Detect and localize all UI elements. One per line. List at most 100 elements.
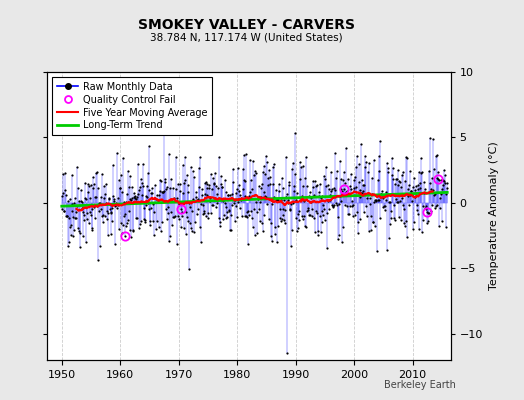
Point (240, 151, 248, 158)
Point (233, 186, 242, 192)
Point (442, 191, 450, 197)
Point (429, 192, 438, 198)
Point (88, 225, 96, 232)
Point (139, 160, 147, 167)
Point (285, 182, 293, 188)
Point (197, 201, 205, 208)
Point (440, 178, 448, 184)
Point (69, 232, 77, 239)
Point (359, 209, 368, 215)
Point (304, 212, 313, 219)
Point (395, 214, 403, 220)
Point (158, 219, 166, 226)
Point (269, 180, 277, 187)
Point (93, 202, 101, 209)
Point (386, 199, 394, 206)
Point (386, 221, 395, 227)
Point (253, 229, 261, 236)
Point (64, 239, 73, 245)
Point (332, 168, 341, 174)
Point (195, 224, 204, 230)
Point (272, 196, 281, 202)
Point (415, 169, 423, 175)
Point (436, 191, 445, 197)
Point (130, 195, 139, 202)
Point (374, 177, 382, 184)
Point (209, 174, 217, 181)
Point (116, 220, 125, 226)
Point (411, 190, 420, 196)
Point (231, 197, 239, 204)
Point (64, 243, 72, 249)
Point (336, 186, 345, 192)
Point (238, 196, 246, 202)
Point (377, 191, 386, 198)
Point (309, 178, 317, 184)
Point (400, 206, 408, 212)
Point (203, 181, 211, 187)
Point (221, 214, 230, 221)
Point (302, 154, 310, 161)
Point (219, 216, 227, 222)
Point (353, 218, 362, 225)
Point (179, 225, 188, 232)
Point (195, 165, 203, 171)
Point (423, 218, 432, 224)
Point (137, 180, 146, 186)
Point (391, 217, 399, 223)
Point (430, 166, 438, 172)
Point (298, 162, 307, 169)
Point (162, 206, 170, 212)
Point (292, 215, 300, 221)
Point (100, 194, 108, 201)
Point (237, 194, 245, 201)
Point (254, 196, 262, 202)
Point (340, 186, 348, 192)
Point (330, 185, 338, 191)
Point (161, 186, 170, 192)
Point (206, 171, 215, 177)
Point (290, 130, 299, 136)
Point (222, 204, 230, 210)
Point (255, 205, 263, 212)
Point (421, 186, 430, 192)
Point (186, 204, 194, 210)
Point (193, 197, 201, 203)
Point (113, 150, 121, 156)
Point (250, 232, 259, 238)
Point (203, 184, 212, 191)
Point (126, 173, 135, 180)
Point (180, 154, 189, 160)
Point (209, 202, 217, 208)
Point (179, 190, 187, 196)
Point (88, 227, 96, 233)
Point (422, 219, 431, 226)
Point (155, 192, 163, 198)
Point (345, 203, 354, 209)
Point (313, 232, 322, 238)
Point (302, 224, 311, 230)
Point (400, 220, 409, 227)
Point (260, 212, 268, 218)
Point (239, 176, 248, 183)
Point (270, 224, 279, 231)
Point (214, 185, 222, 191)
Point (80, 217, 88, 224)
Point (158, 188, 166, 195)
Point (398, 195, 407, 201)
Point (333, 236, 342, 242)
Point (303, 208, 312, 214)
Point (163, 204, 172, 210)
Point (323, 245, 331, 252)
Point (153, 218, 161, 224)
Point (77, 187, 85, 193)
Point (190, 228, 198, 235)
Point (166, 233, 174, 239)
Point (266, 173, 275, 180)
Point (416, 180, 424, 187)
Point (356, 216, 365, 222)
Point (341, 202, 349, 208)
Point (169, 214, 177, 220)
Point (361, 164, 369, 170)
Point (286, 206, 294, 212)
